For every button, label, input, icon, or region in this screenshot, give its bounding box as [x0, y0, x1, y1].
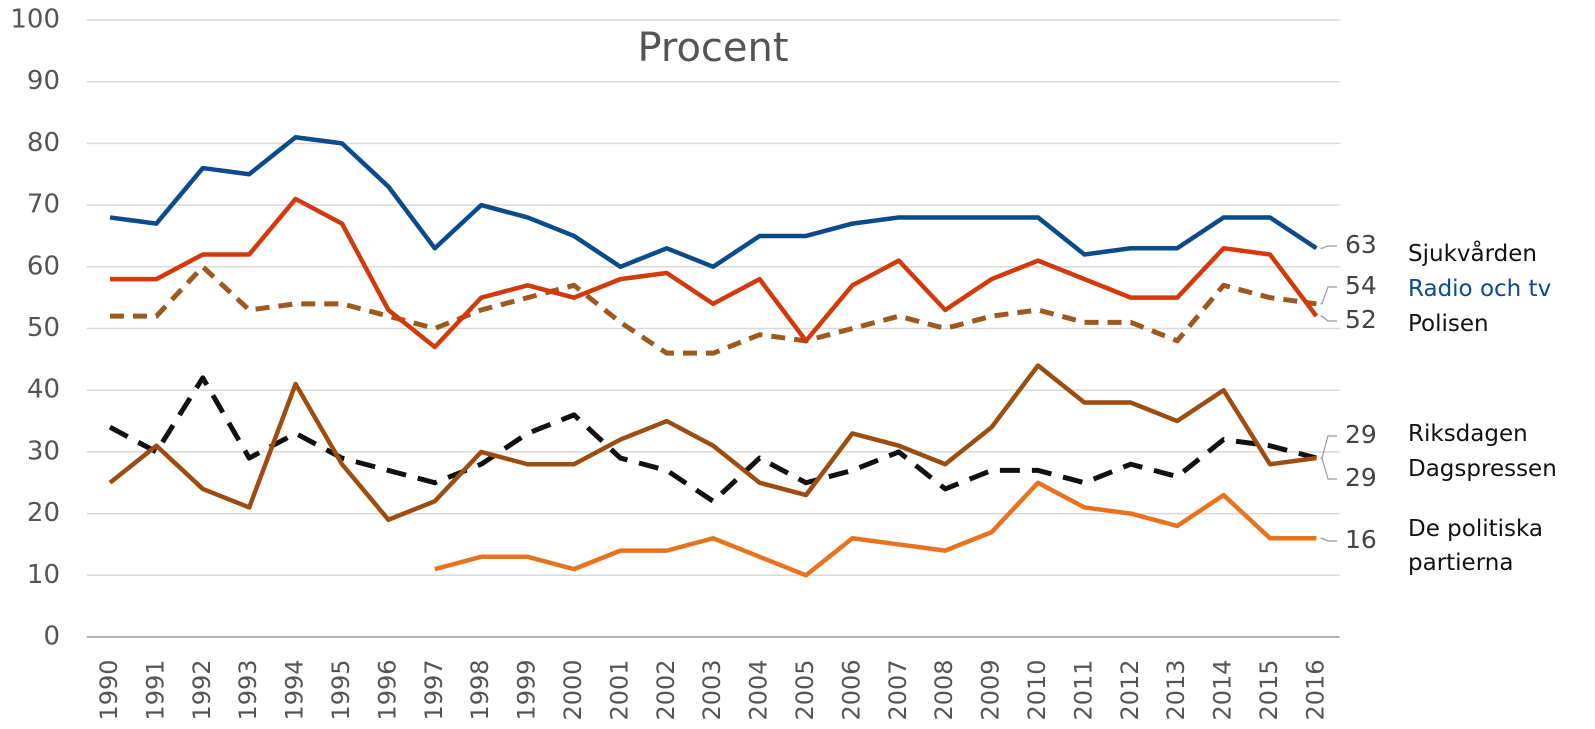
y-tick-label: 80 — [27, 128, 60, 158]
y-tick-label: 10 — [27, 560, 60, 590]
y-tick-label: 70 — [27, 190, 60, 220]
x-tick-label: 1996 — [373, 659, 401, 720]
value-label: 63 — [1345, 230, 1377, 259]
x-tick-label: 1991 — [141, 659, 169, 720]
label-connector — [1320, 286, 1337, 305]
legend-entry: Dagspressen — [1408, 456, 1557, 482]
legend-entry: De politiska partierna — [1408, 516, 1544, 576]
label-connector — [1320, 537, 1337, 542]
label-connector — [1320, 315, 1337, 322]
x-tick-label: 1990 — [95, 659, 123, 720]
y-tick-label: 90 — [27, 66, 60, 96]
x-tick-label: 2000 — [559, 659, 587, 720]
y-tick-label: 50 — [27, 313, 60, 343]
x-tick-label: 2011 — [1069, 659, 1097, 720]
x-tick-label: 2013 — [1162, 659, 1190, 720]
value-label: 54 — [1345, 271, 1377, 300]
chart-title: Procent — [637, 25, 788, 71]
y-tick-label: 40 — [27, 375, 60, 405]
y-tick-label: 30 — [27, 436, 60, 466]
x-tick-label: 2015 — [1255, 659, 1283, 720]
x-tick-label: 1997 — [420, 659, 448, 720]
series-line — [110, 264, 1317, 356]
x-tick-label: 1998 — [466, 659, 494, 720]
x-tick-label: 2008 — [930, 659, 958, 720]
x-tick-label: 2006 — [837, 659, 865, 720]
value-label: 52 — [1345, 305, 1377, 334]
x-tick-label: 1995 — [327, 659, 355, 720]
legend-entry: Polisen — [1408, 311, 1489, 337]
legend-entry: Riksdagen — [1408, 421, 1528, 447]
series-line — [110, 196, 1319, 350]
value-label: 16 — [1345, 525, 1377, 554]
x-tick-label: 1993 — [234, 659, 262, 720]
series-line — [108, 375, 1318, 504]
legend-entry: Sjukvården — [1408, 241, 1537, 267]
value-label: 29 — [1345, 463, 1377, 492]
x-tick-label: 1992 — [188, 659, 216, 720]
label-connector — [1320, 457, 1337, 480]
x-tick-label: 2004 — [745, 659, 773, 720]
x-tick-label: 2005 — [791, 659, 819, 720]
x-tick-label: 2009 — [977, 659, 1005, 720]
x-tick-label: 2002 — [652, 659, 680, 720]
series-line — [108, 363, 1317, 523]
y-tick-label: 60 — [27, 251, 60, 281]
series-line — [434, 480, 1317, 578]
series-line — [109, 134, 1318, 270]
x-tick-label: 1994 — [281, 659, 309, 720]
legend-entry: Radio och tv — [1408, 276, 1552, 302]
y-tick-label: 0 — [43, 622, 60, 652]
x-tick-label: 2016 — [1301, 659, 1329, 720]
value-label: 29 — [1345, 420, 1377, 449]
x-tick-label: 2012 — [1116, 659, 1144, 720]
x-tick-label: 1999 — [513, 659, 541, 720]
label-connector — [1320, 245, 1337, 249]
x-tick-label: 2003 — [698, 659, 726, 720]
x-tick-label: 2014 — [1209, 659, 1237, 720]
x-tick-label: 2010 — [1023, 659, 1051, 720]
x-tick-label: 2007 — [884, 659, 912, 720]
y-tick-label: 100 — [10, 5, 60, 35]
y-tick-label: 20 — [27, 498, 60, 528]
label-connector — [1320, 435, 1337, 459]
x-tick-label: 2001 — [605, 659, 633, 720]
